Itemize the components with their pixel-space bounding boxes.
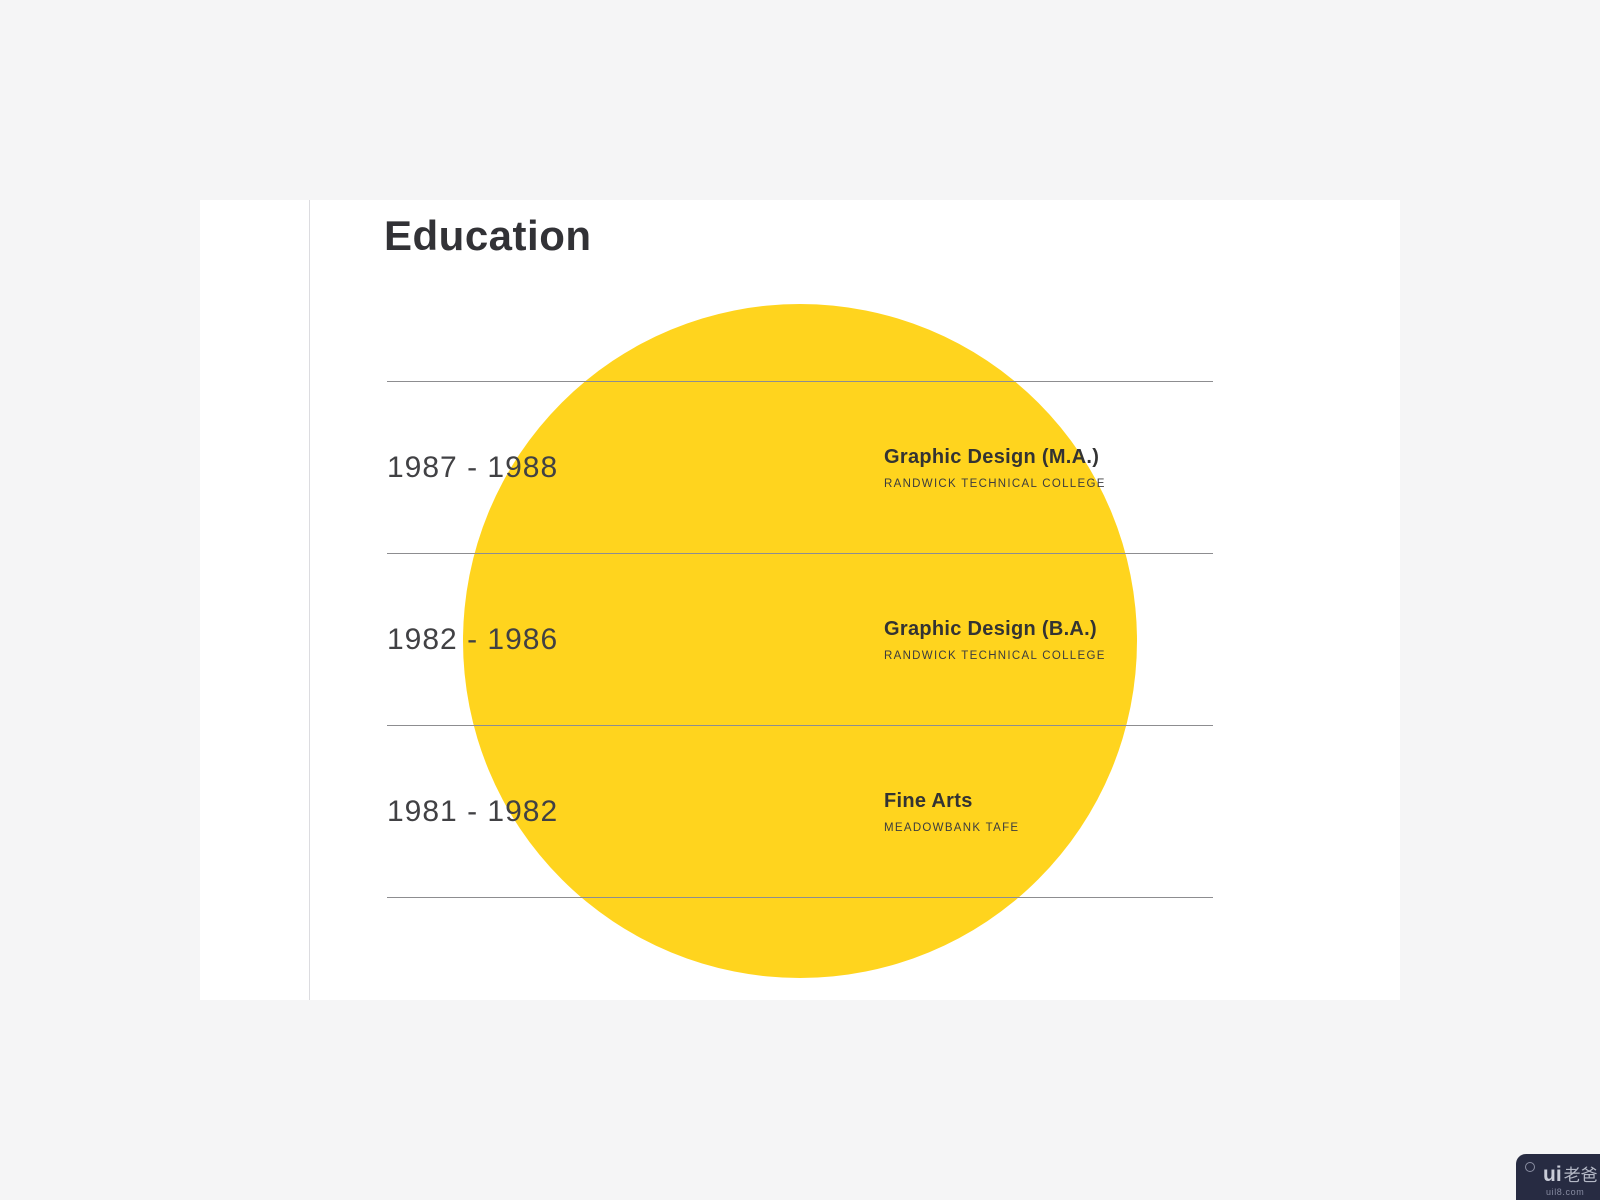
education-entry: Fine Arts MEADOWBANK TAFE (884, 790, 1019, 834)
education-timeline: 1987 - 1988 Graphic Design (M.A.) RANDWI… (387, 381, 1213, 898)
period-label: 1987 - 1988 (387, 450, 559, 484)
degree-title: Graphic Design (M.A.) (884, 445, 1100, 468)
education-row: 1987 - 1988 Graphic Design (M.A.) RANDWI… (387, 381, 1213, 553)
education-entry: Graphic Design (M.A.) RANDWICK TECHNICAL… (884, 446, 1106, 490)
period-label: 1981 - 1982 (387, 794, 559, 828)
period-label: 1982 - 1986 (387, 622, 559, 656)
school-name: MEADOWBANK TAFE (884, 821, 1020, 834)
education-row: 1982 - 1986 Graphic Design (B.A.) RANDWI… (387, 553, 1213, 725)
degree-title: Graphic Design (B.A.) (884, 617, 1097, 640)
watermark-logo: ui 老爸 (1543, 1161, 1598, 1187)
watermark-badge[interactable]: ui 老爸 uil8.com (1516, 1154, 1600, 1200)
school-name: RANDWICK TECHNICAL COLLEGE (884, 477, 1106, 490)
education-row: 1981 - 1982 Fine Arts MEADOWBANK TAFE (387, 725, 1213, 897)
left-margin-divider (309, 200, 310, 1000)
resume-page: Education 1987 - 1988 Graphic Design (M.… (200, 200, 1400, 1000)
degree-title: Fine Arts (884, 789, 973, 812)
watermark-logo-text: ui (1543, 1163, 1562, 1186)
watermark-logo-cjk: 老爸 (1563, 1166, 1598, 1185)
watermark-ring-icon (1525, 1162, 1535, 1172)
section-title: Education (384, 212, 592, 259)
watermark-site-url: uil8.com (1546, 1187, 1585, 1197)
school-name: RANDWICK TECHNICAL COLLEGE (884, 649, 1106, 662)
yellow-accent-circle (463, 304, 1137, 978)
education-entry: Graphic Design (B.A.) RANDWICK TECHNICAL… (884, 618, 1106, 662)
